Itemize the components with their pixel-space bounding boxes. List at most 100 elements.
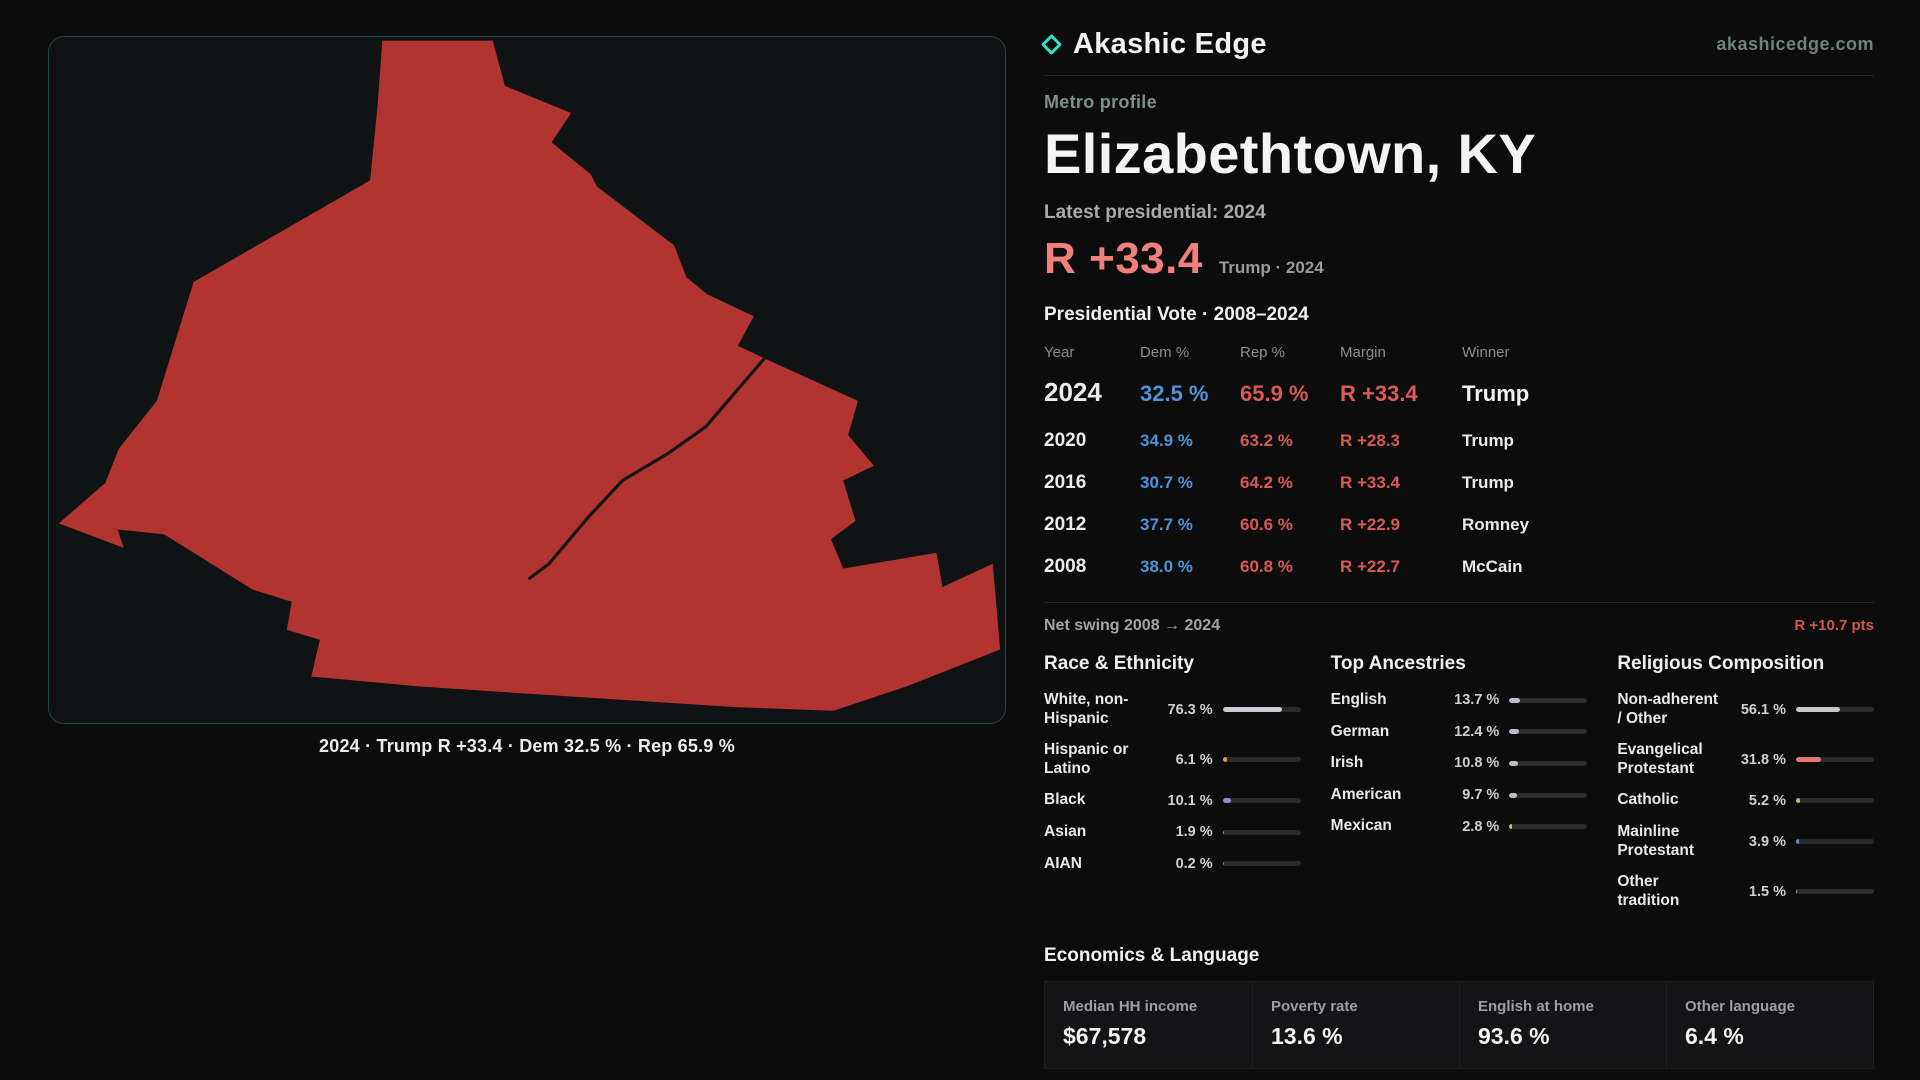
demo-row: AIAN 0.2 % — [1044, 855, 1301, 874]
demo-row: Black 10.1 % — [1044, 791, 1301, 810]
table-row: 2012 37.7 % 60.6 % R +22.9 Romney — [1044, 504, 1874, 546]
cell-rep: 60.8 % — [1240, 557, 1293, 576]
demo-label: Mexican — [1330, 817, 1392, 835]
header: Akashic Edge akashicedge.com — [1040, 28, 1874, 61]
demo-bar — [1222, 798, 1301, 804]
page-title: Elizabethtown, KY — [1044, 122, 1537, 185]
net-swing-label: Net swing 2008 → 2024 — [1044, 617, 1221, 634]
cell-rep: 64.2 % — [1240, 473, 1293, 492]
latest-presidential-label: Latest presidential: 2024 — [1044, 202, 1266, 223]
cell-rep: 65.9 % — [1240, 381, 1309, 406]
demo-row: White, non-Hispanic 76.3 % — [1044, 691, 1301, 728]
demo-value: 0.2 % — [1175, 855, 1213, 872]
col-margin: Margin — [1340, 344, 1386, 361]
demo-row: English 13.7 % — [1331, 691, 1588, 710]
demo-label: White, non-Hispanic — [1044, 691, 1129, 727]
stat-value: 93.6 % — [1478, 1023, 1550, 1050]
demo-bar — [1509, 697, 1588, 703]
demo-bar — [1509, 824, 1588, 830]
net-swing-value: R +10.7 pts — [1794, 617, 1874, 634]
cell-margin: R +33.4 — [1340, 473, 1401, 492]
cell-winner: McCain — [1462, 557, 1523, 576]
cell-dem: 30.7 % — [1140, 473, 1193, 492]
table-row: 2024 32.5 % 65.9 % R +33.4 Trump — [1044, 369, 1874, 420]
religious-composition-section: Religious Composition Non-adherent / Oth… — [1617, 653, 1874, 923]
demo-bar — [1795, 889, 1874, 895]
demo-value: 10.8 % — [1454, 755, 1500, 772]
table-row: 2016 30.7 % 64.2 % R +33.4 Trump — [1044, 462, 1874, 504]
demo-value: 12.4 % — [1454, 723, 1500, 740]
demo-value: 1.9 % — [1175, 824, 1213, 841]
demo-value: 5.2 % — [1748, 792, 1786, 809]
header-divider — [1044, 75, 1874, 76]
cell-rep: 60.6 % — [1240, 515, 1293, 534]
demo-label: English — [1330, 691, 1387, 708]
stat-value: 13.6 % — [1271, 1023, 1343, 1050]
demo-label: Catholic — [1617, 791, 1679, 809]
demo-bar — [1795, 757, 1874, 763]
col-year: Year — [1044, 344, 1075, 361]
economics-cards: Median HH income $67,578 Poverty rate 13… — [1044, 981, 1874, 1070]
demo-bar — [1222, 757, 1301, 763]
cell-winner: Trump — [1462, 381, 1530, 406]
cell-winner: Trump — [1462, 473, 1514, 492]
race-ethnicity-section: Race & Ethnicity White, non-Hispanic 76.… — [1044, 653, 1301, 923]
demo-value: 3.9 % — [1748, 833, 1786, 850]
demo-label: Evangelical Protestant — [1617, 741, 1703, 777]
cell-dem: 34.9 % — [1140, 431, 1193, 450]
stat-label: Poverty rate — [1271, 998, 1358, 1016]
stat-value: $67,578 — [1063, 1023, 1147, 1050]
demo-value: 2.8 % — [1462, 818, 1500, 835]
demo-label: Irish — [1330, 754, 1364, 772]
demo-bar — [1509, 792, 1588, 798]
table-row: 2020 34.9 % 63.2 % R +28.3 Trump — [1044, 420, 1874, 462]
demo-label: Mainline Protestant — [1617, 822, 1694, 859]
demo-row: Mexican 2.8 % — [1331, 817, 1588, 836]
brand: Akashic Edge — [1040, 28, 1267, 61]
demo-label: Black — [1044, 791, 1086, 809]
demo-bar — [1509, 760, 1588, 766]
brand-domain-link[interactable]: akashicedge.com — [1716, 34, 1874, 54]
cell-year: 2024 — [1044, 377, 1102, 407]
demo-row: Hispanic or Latino 6.1 % — [1044, 741, 1301, 778]
headline-margin-value: R +33.4 — [1044, 234, 1203, 283]
demo-value: 76.3 % — [1167, 701, 1213, 718]
demo-bar — [1222, 861, 1301, 867]
net-swing-row: Net swing 2008 → 2024 R +10.7 pts — [1044, 617, 1874, 635]
demo-row: American 9.7 % — [1331, 786, 1588, 805]
vote-table-title: Presidential Vote · 2008–2024 — [1044, 304, 1309, 325]
demo-label: Hispanic or Latino — [1044, 741, 1129, 777]
demographics-grid: Race & Ethnicity White, non-Hispanic 76.… — [1044, 653, 1874, 923]
cell-dem: 38.0 % — [1140, 557, 1193, 576]
demo-value: 6.1 % — [1175, 751, 1213, 768]
stat-label: Median HH income — [1063, 998, 1198, 1016]
stat-card-english-at-home: English at home 93.6 % — [1459, 982, 1666, 1069]
demo-row: German 12.4 % — [1331, 723, 1588, 742]
cell-margin: R +33.4 — [1340, 381, 1418, 406]
demo-row: Catholic 5.2 % — [1617, 791, 1874, 810]
vote-table: Year Dem % Rep % Margin Winner 2024 32.5… — [1044, 338, 1874, 588]
demo-value: 56.1 % — [1740, 701, 1786, 718]
stat-label: English at home — [1478, 998, 1594, 1016]
vote-table-header: Year Dem % Rep % Margin Winner — [1044, 338, 1874, 369]
table-row: 2008 38.0 % 60.8 % R +22.7 McCain — [1044, 546, 1874, 588]
stat-card-median-income: Median HH income $67,578 — [1045, 982, 1252, 1068]
col-rep: Rep % — [1240, 344, 1286, 361]
county-boundary-line — [527, 356, 767, 581]
demo-value: 10.1 % — [1167, 792, 1213, 809]
brand-name: Akashic Edge — [1073, 28, 1267, 60]
cell-margin: R +22.7 — [1340, 557, 1401, 576]
demo-bar — [1795, 707, 1874, 713]
demo-label: AIAN — [1044, 854, 1082, 872]
demo-row: Evangelical Protestant 31.8 % — [1617, 741, 1874, 778]
demo-label: Non-adherent / Other — [1617, 691, 1719, 727]
cell-winner: Trump — [1462, 431, 1514, 450]
metro-shape — [58, 40, 1001, 711]
demo-row: Asian 1.9 % — [1044, 823, 1301, 842]
demo-row: Other tradition 1.5 % — [1617, 873, 1874, 910]
headline-margin-row: R +33.4 Trump · 2024 — [1044, 234, 1874, 284]
col-dem: Dem % — [1140, 344, 1190, 361]
demo-row: Irish 10.8 % — [1331, 754, 1588, 773]
cell-year: 2012 — [1044, 514, 1087, 535]
